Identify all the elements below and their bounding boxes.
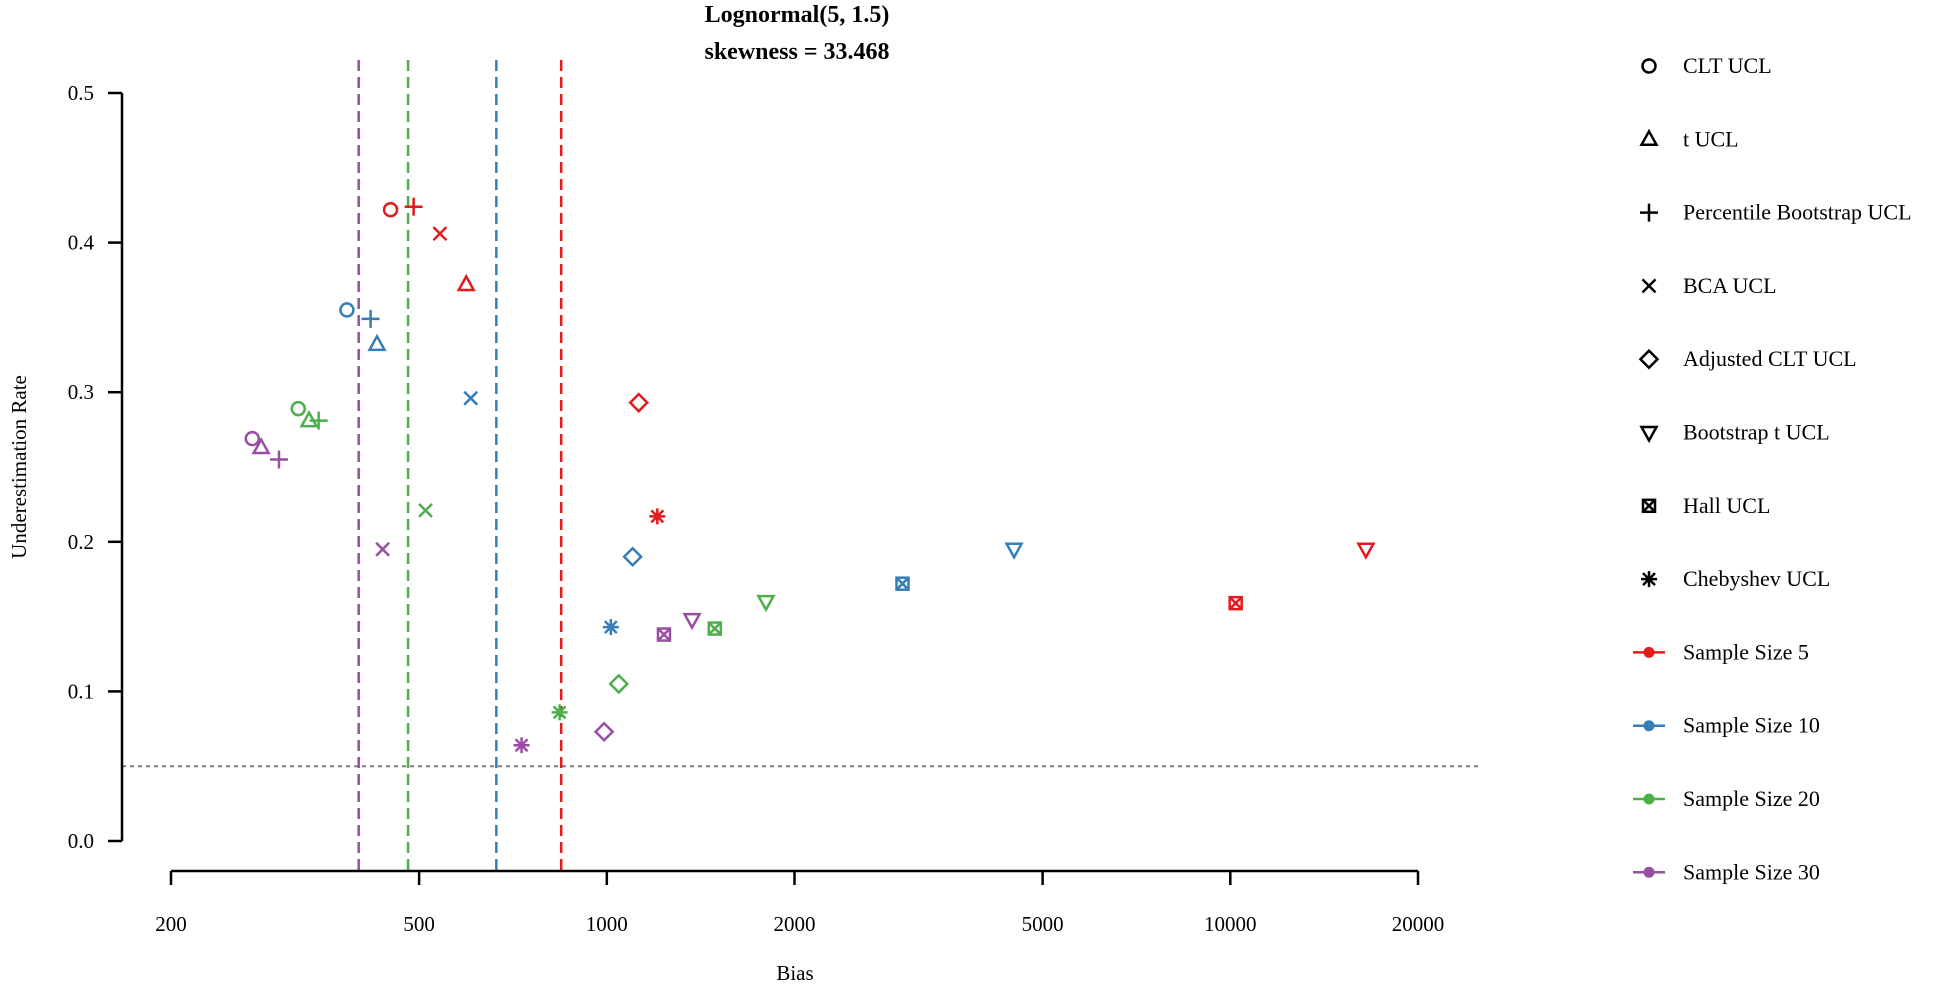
point-sample-size-20-chebyshev-ucl bbox=[551, 704, 568, 721]
point-sample-size-5-hall-ucl bbox=[1228, 595, 1243, 611]
legend-label: Percentile Bootstrap UCL bbox=[1683, 200, 1912, 225]
x-tick-label: 10000 bbox=[1204, 912, 1257, 936]
x-tick-label: 2000 bbox=[774, 912, 816, 936]
point-sample-size-10-bca-ucl bbox=[463, 390, 479, 406]
point-sample-size-5-adjusted-clt-ucl bbox=[628, 392, 649, 413]
point-sample-size-5-percentile-bootstrap-ucl bbox=[404, 197, 423, 216]
legend-label: Sample Size 5 bbox=[1683, 639, 1809, 664]
point-sample-size-5-chebyshev-ucl bbox=[649, 508, 666, 525]
point-sample-size-20-bca-ucl bbox=[418, 503, 433, 518]
legend-item-clt-ucl: CLT UCL bbox=[1641, 53, 1772, 78]
x-tick-label: 200 bbox=[155, 912, 187, 936]
legend-item-percentile-bootstrap-ucl: Percentile Bootstrap UCL bbox=[1640, 200, 1912, 225]
data-points bbox=[244, 197, 1376, 754]
x-axis-label: Bias bbox=[776, 961, 813, 985]
y-tick-label: 0.3 bbox=[68, 380, 94, 404]
legend-item-chebyshev-ucl: Chebyshev UCL bbox=[1641, 566, 1830, 591]
x-tick-label: 1000 bbox=[586, 912, 628, 936]
chart-subtitle: skewness = 33.468 bbox=[704, 39, 889, 65]
point-sample-size-10-hall-ucl bbox=[895, 576, 910, 591]
y-tick-label: 0.4 bbox=[68, 231, 95, 255]
point-sample-size-10-adjusted-clt-ucl bbox=[622, 546, 643, 568]
legend-label: BCA UCL bbox=[1683, 273, 1777, 298]
point-sample-size-10-chebyshev-ucl bbox=[602, 619, 619, 636]
point-sample-size-20-hall-ucl bbox=[707, 621, 723, 636]
legend-item-adjusted-clt-ucl: Adjusted CLT UCL bbox=[1638, 346, 1857, 371]
reference-lines bbox=[122, 60, 1482, 872]
y-tick-label: 0.5 bbox=[68, 81, 94, 105]
chart-title: Lognormal(5, 1.5) bbox=[705, 2, 890, 28]
legend-item-bootstrap-t-ucl: Bootstrap t UCL bbox=[1639, 420, 1830, 445]
point-sample-size-10-clt-ucl bbox=[339, 302, 355, 318]
point-sample-size-20-clt-ucl bbox=[290, 400, 307, 417]
y-tick-label: 0.1 bbox=[68, 679, 94, 703]
point-sample-size-30-bootstrap-t-ucl bbox=[682, 612, 702, 631]
point-sample-size-10-bootstrap-t-ucl bbox=[1004, 542, 1024, 560]
point-sample-size-20-adjusted-clt-ucl bbox=[608, 673, 629, 695]
x-axis: 200 500 1000 2000 5000 10000 20000 bbox=[155, 869, 1445, 936]
point-sample-size-5-clt-ucl bbox=[382, 201, 399, 218]
point-sample-size-30-percentile-bootstrap-ucl bbox=[269, 450, 288, 469]
legend-label: Chebyshev UCL bbox=[1683, 566, 1830, 591]
legend-item-hall-ucl: Hall UCL bbox=[1641, 493, 1770, 518]
point-sample-size-30-chebyshev-ucl bbox=[513, 737, 530, 754]
point-sample-size-5-bootstrap-t-ucl bbox=[1356, 542, 1376, 560]
legend-item-sample-size-20: Sample Size 20 bbox=[1633, 786, 1820, 811]
legend-label: CLT UCL bbox=[1683, 53, 1772, 78]
legend-item-sample-size-10: Sample Size 10 bbox=[1633, 713, 1820, 738]
point-sample-size-30-clt-ucl bbox=[244, 430, 261, 447]
legend-label: Bootstrap t UCL bbox=[1683, 420, 1830, 445]
legend-item-t-ucl: t UCL bbox=[1639, 126, 1739, 151]
point-sample-size-10-t-ucl bbox=[367, 333, 387, 352]
y-axis: 0.0 0.1 0.2 0.3 0.4 0.5 bbox=[68, 81, 124, 853]
x-tick-label: 5000 bbox=[1022, 912, 1064, 936]
legend-item-sample-size-5: Sample Size 5 bbox=[1633, 639, 1809, 664]
legend-label: Adjusted CLT UCL bbox=[1683, 346, 1857, 371]
legend-label: Sample Size 30 bbox=[1683, 859, 1820, 884]
point-sample-size-20-percentile-bootstrap-ucl bbox=[309, 411, 328, 430]
legend-label: Sample Size 10 bbox=[1683, 713, 1820, 738]
legend-item-sample-size-30: Sample Size 30 bbox=[1633, 859, 1820, 884]
x-tick-label: 20000 bbox=[1392, 912, 1445, 936]
legend-item-bca-ucl: BCA UCL bbox=[1641, 273, 1777, 298]
legend-label: Sample Size 20 bbox=[1683, 786, 1820, 811]
point-sample-size-30-adjusted-clt-ucl bbox=[593, 721, 615, 743]
point-sample-size-20-bootstrap-t-ucl bbox=[756, 594, 776, 613]
y-tick-label: 0.2 bbox=[68, 530, 94, 554]
x-tick-label: 500 bbox=[403, 912, 435, 936]
legend: CLT UCL t UCL Percentile Bootstrap UCL BCA … bbox=[1633, 53, 1912, 884]
legend-label: t UCL bbox=[1683, 126, 1739, 151]
point-sample-size-10-percentile-bootstrap-ucl bbox=[361, 309, 380, 328]
y-axis-label: Underestimation Rate bbox=[7, 375, 31, 559]
point-sample-size-5-t-ucl bbox=[456, 273, 476, 292]
y-tick-label: 0.0 bbox=[68, 829, 94, 853]
point-sample-size-30-bca-ucl bbox=[375, 541, 391, 557]
point-sample-size-30-hall-ucl bbox=[656, 627, 672, 642]
point-sample-size-5-bca-ucl bbox=[432, 226, 448, 242]
point-sample-size-30-t-ucl bbox=[251, 436, 271, 455]
legend-label: Hall UCL bbox=[1683, 493, 1770, 518]
